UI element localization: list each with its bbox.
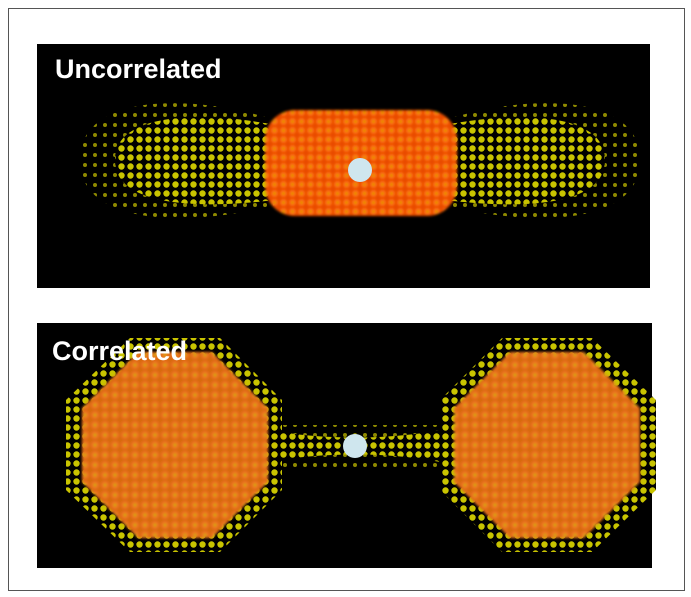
panel-correlated: Correlated [37,323,656,568]
panel-label: Correlated [52,336,187,366]
panel-uncorrelated: Uncorrelated [37,44,650,288]
panel-label: Uncorrelated [55,54,222,84]
center-dot [348,158,372,182]
right-lobe [454,352,640,538]
center-dot [343,434,367,458]
left-lobe [82,352,268,538]
